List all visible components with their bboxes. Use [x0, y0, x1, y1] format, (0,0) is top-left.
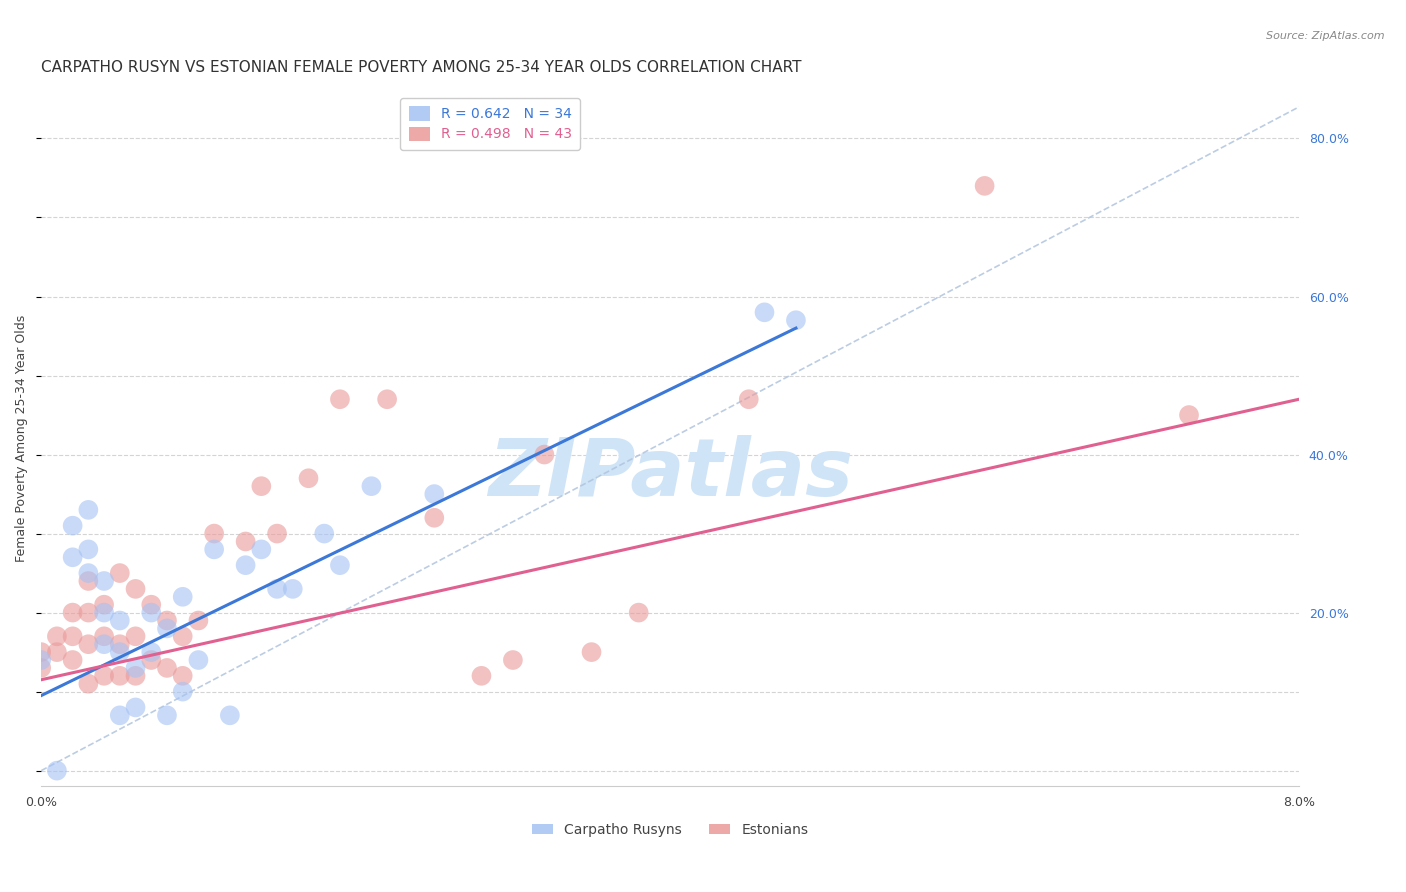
- Point: [93, 637, 115, 651]
- Point: [266, 582, 288, 596]
- Point: [108, 669, 131, 683]
- Point: [62, 629, 84, 643]
- Point: [156, 621, 179, 635]
- Point: [93, 574, 115, 588]
- Point: [141, 606, 163, 620]
- Point: [93, 598, 115, 612]
- Point: [141, 653, 163, 667]
- Point: [738, 392, 761, 407]
- Point: [77, 503, 100, 517]
- Point: [375, 392, 398, 407]
- Point: [77, 542, 100, 557]
- Point: [108, 637, 131, 651]
- Point: [627, 606, 650, 620]
- Point: [250, 479, 273, 493]
- Point: [77, 637, 100, 651]
- Point: [124, 661, 146, 675]
- Point: [172, 590, 194, 604]
- Point: [62, 550, 84, 565]
- Point: [202, 526, 225, 541]
- Point: [423, 510, 446, 524]
- Point: [30, 661, 52, 675]
- Point: [108, 566, 131, 580]
- Point: [297, 471, 319, 485]
- Point: [281, 582, 304, 596]
- Point: [156, 708, 179, 723]
- Point: [235, 534, 257, 549]
- Point: [1178, 408, 1201, 422]
- Point: [218, 708, 240, 723]
- Point: [93, 606, 115, 620]
- Point: [30, 645, 52, 659]
- Point: [62, 606, 84, 620]
- Text: Source: ZipAtlas.com: Source: ZipAtlas.com: [1267, 31, 1385, 41]
- Point: [45, 629, 67, 643]
- Point: [533, 448, 555, 462]
- Point: [172, 629, 194, 643]
- Point: [187, 653, 209, 667]
- Point: [360, 479, 382, 493]
- Point: [156, 661, 179, 675]
- Point: [124, 629, 146, 643]
- Point: [62, 518, 84, 533]
- Point: [124, 700, 146, 714]
- Point: [62, 653, 84, 667]
- Point: [172, 684, 194, 698]
- Point: [235, 558, 257, 573]
- Point: [581, 645, 603, 659]
- Point: [785, 313, 807, 327]
- Point: [77, 574, 100, 588]
- Point: [250, 542, 273, 557]
- Legend: Carpatho Rusyns, Estonians: Carpatho Rusyns, Estonians: [526, 817, 814, 842]
- Point: [973, 178, 995, 193]
- Text: CARPATHO RUSYN VS ESTONIAN FEMALE POVERTY AMONG 25-34 YEAR OLDS CORRELATION CHAR: CARPATHO RUSYN VS ESTONIAN FEMALE POVERT…: [41, 60, 801, 75]
- Point: [502, 653, 524, 667]
- Y-axis label: Female Poverty Among 25-34 Year Olds: Female Poverty Among 25-34 Year Olds: [15, 315, 28, 562]
- Point: [156, 614, 179, 628]
- Point: [77, 677, 100, 691]
- Point: [470, 669, 492, 683]
- Point: [314, 526, 336, 541]
- Point: [754, 305, 776, 319]
- Point: [77, 566, 100, 580]
- Point: [172, 669, 194, 683]
- Point: [202, 542, 225, 557]
- Point: [108, 708, 131, 723]
- Point: [141, 598, 163, 612]
- Point: [108, 645, 131, 659]
- Point: [45, 645, 67, 659]
- Point: [93, 629, 115, 643]
- Point: [124, 582, 146, 596]
- Point: [141, 645, 163, 659]
- Point: [45, 764, 67, 778]
- Point: [124, 669, 146, 683]
- Point: [77, 606, 100, 620]
- Point: [266, 526, 288, 541]
- Point: [329, 392, 352, 407]
- Point: [329, 558, 352, 573]
- Point: [30, 653, 52, 667]
- Point: [93, 669, 115, 683]
- Point: [187, 614, 209, 628]
- Text: ZIPatlas: ZIPatlas: [488, 434, 852, 513]
- Point: [423, 487, 446, 501]
- Point: [108, 614, 131, 628]
